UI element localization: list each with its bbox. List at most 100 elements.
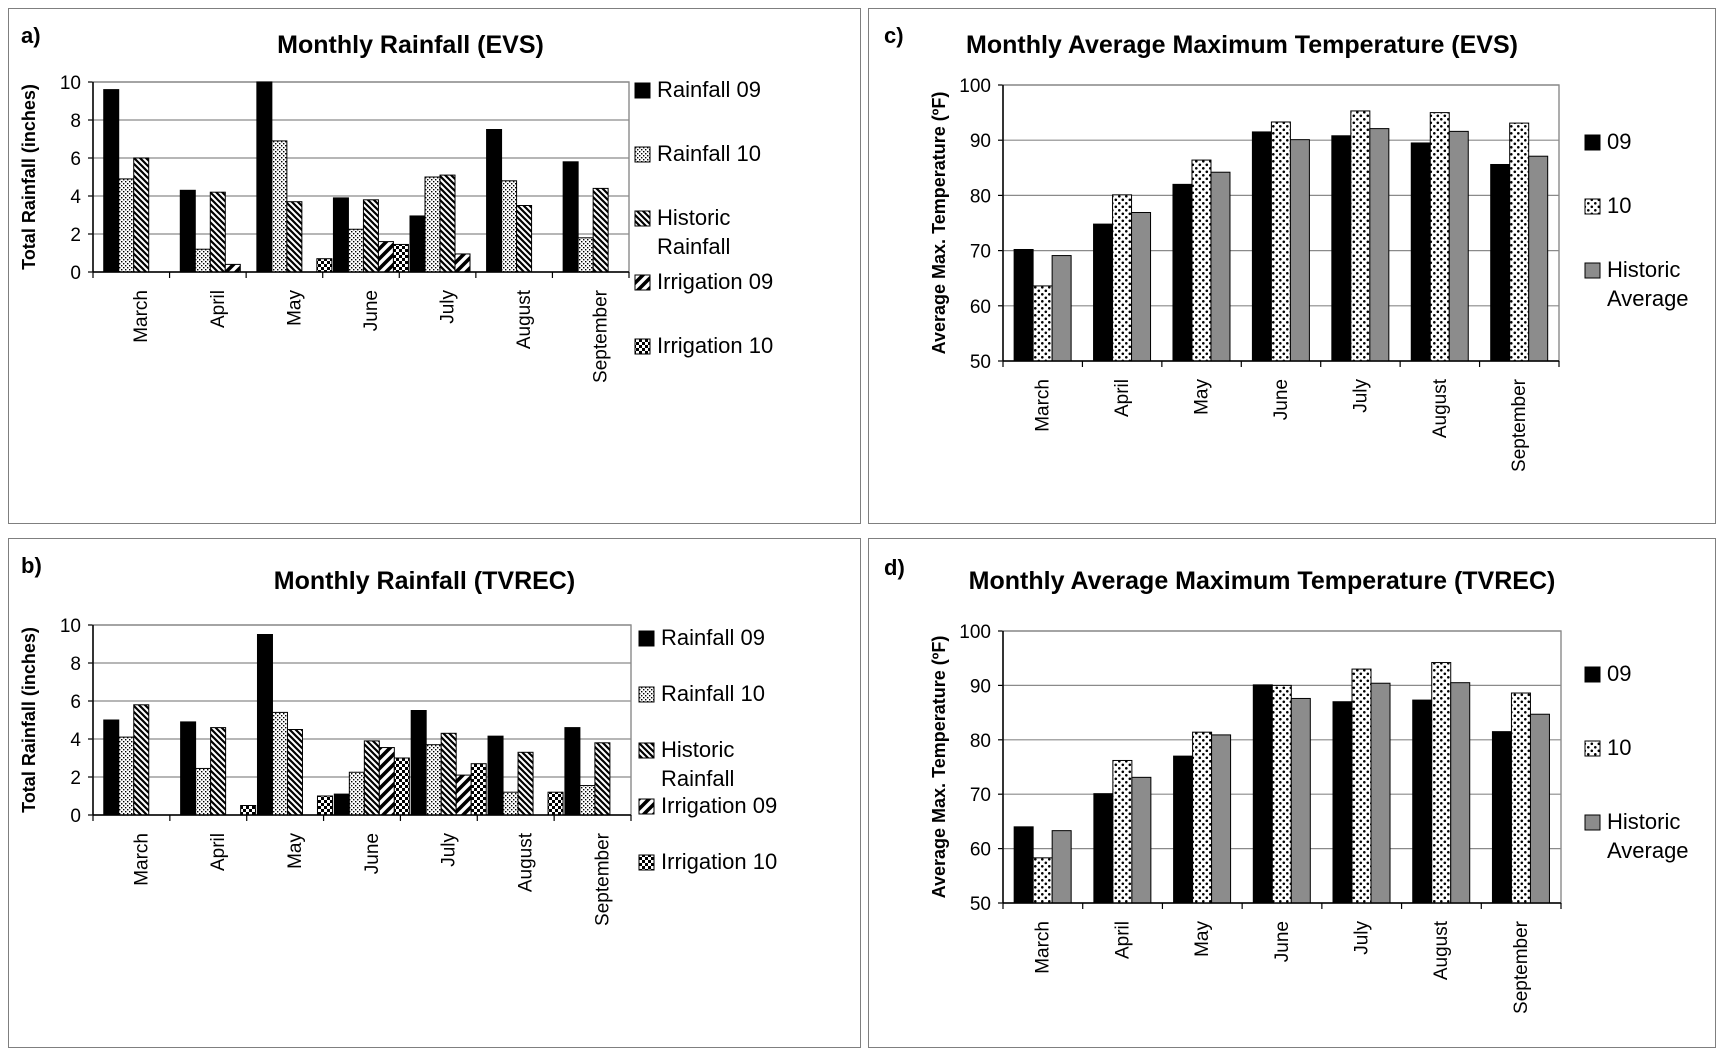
bar-historic-rainfall-september (594, 742, 611, 816)
bar-historic-rainfall-may (286, 201, 303, 273)
legend-label: 09 (1607, 129, 1631, 154)
y-tick-label: 10 (60, 73, 81, 94)
x-tick-label: April (208, 290, 229, 328)
legend-item-rainfall-09: Rainfall 09 (634, 77, 761, 102)
panel-temperature-evs: c) Monthly Average Maximum Temperature (… (868, 8, 1716, 524)
bar-09-august (1410, 142, 1431, 362)
x-tick-label: August (516, 832, 537, 892)
x-tick-label: April (1112, 379, 1133, 417)
y-tick-label: 50 (970, 352, 991, 373)
bar-rainfall-10-may (271, 140, 288, 273)
bar-historic-rainfall-august (516, 205, 533, 273)
legend-item-10: 10 (1584, 193, 1631, 218)
bar-historic-average-august (1450, 682, 1471, 904)
legend-label: Irrigation 09 (657, 269, 773, 294)
legend-swatch (638, 854, 655, 871)
y-axis-label: Average Max. Temperature (ºF) (929, 636, 949, 899)
x-tick-label: March (131, 290, 152, 343)
legend-label: Rainfall 10 (661, 681, 765, 706)
bar-rainfall-09-september (562, 161, 579, 273)
legend-swatch (1584, 198, 1601, 215)
legend-item-rainfall-10: Rainfall 10 (638, 681, 765, 706)
y-tick-label: 6 (70, 692, 81, 713)
bar-historic-average-may (1210, 171, 1231, 362)
bar-irrigation-09-june (377, 241, 394, 273)
bar-historic-average-september (1528, 155, 1549, 362)
bar-09-july (1332, 701, 1353, 904)
bar-10-april (1112, 759, 1133, 904)
panel-letter: b) (21, 553, 42, 578)
bar-rainfall-09-june (332, 197, 349, 273)
y-tick-label: 80 (970, 731, 991, 752)
bar-irrigation-10-june (393, 757, 410, 816)
bar-historic-rainfall-june (363, 740, 380, 816)
bar-rainfall-10-july (424, 176, 441, 273)
bar-historic-rainfall-june (362, 199, 379, 273)
legend-swatch (634, 274, 651, 291)
legend-label: Irrigation 09 (661, 793, 777, 818)
legend-swatch (1584, 262, 1601, 279)
legend-item-irrigation-10: Irrigation 10 (634, 333, 773, 358)
bar-10-september (1509, 122, 1530, 362)
chart-canvas: 50 60 70 80 90 100 March April May June July August… (929, 76, 1689, 472)
chart-title: Monthly Rainfall (EVS) (277, 31, 544, 59)
bar-rainfall-10-may (271, 711, 288, 816)
legend-label: 10 (1607, 735, 1631, 760)
legend-swatch (638, 742, 655, 759)
bar-rainfall-10-april (194, 248, 211, 273)
chart-canvas: 0 2 4 6 8 10 March April May June July August Septem… (19, 73, 773, 383)
legend-item-09: 09 (1584, 661, 1631, 686)
bar-09-september (1490, 163, 1511, 362)
legend-item-09: 09 (1584, 129, 1631, 154)
bar-historic-average-april (1131, 212, 1152, 362)
x-tick-label: August (514, 289, 535, 349)
x-tick-label: April (1112, 921, 1133, 959)
bar-rainfall-10-april (195, 767, 212, 816)
bar-rainfall-10-march (118, 178, 135, 273)
y-tick-label: 2 (70, 768, 81, 789)
bar-10-august (1431, 662, 1452, 904)
x-tick-label: June (1272, 921, 1293, 962)
bar-rainfall-09-march (103, 719, 120, 816)
x-tick-label: July (438, 290, 459, 324)
x-tick-label: September (1509, 378, 1530, 472)
bar-rainfall-09-april (180, 721, 197, 816)
legend-item-historic-rainfall: Historic Rainfall (638, 737, 734, 791)
bar-historic-average-september (1529, 713, 1550, 904)
y-tick-label: 2 (70, 225, 81, 246)
bar-irrigation-09-april (224, 263, 241, 273)
bar-historic-average-june (1290, 697, 1311, 904)
legend-swatch (638, 686, 655, 703)
y-tick-label: 100 (959, 76, 991, 97)
bar-10-march (1032, 285, 1053, 362)
bar-irrigation-10-july (470, 763, 487, 816)
bar-09-july (1331, 135, 1352, 362)
x-tick-label: July (439, 833, 460, 867)
bar-rainfall-09-march (103, 89, 120, 273)
x-tick-label: August (1431, 920, 1452, 980)
x-tick-label: March (1033, 379, 1054, 432)
bar-10-april (1112, 194, 1133, 362)
legend-item-rainfall-09: Rainfall 09 (638, 625, 765, 650)
bar-09-march (1013, 248, 1034, 362)
panel-letter: a) (21, 23, 41, 48)
legend-item-irrigation-09: Irrigation 09 (638, 793, 777, 818)
bar-historic-rainfall-march (133, 157, 150, 273)
bar-09-april (1093, 223, 1114, 362)
chart-title: Monthly Average Maximum Temperature (EVS… (966, 31, 1518, 59)
y-tick-label: 50 (970, 894, 991, 915)
bar-historic-rainfall-september (592, 187, 609, 273)
panel-temperature-tvrec: d) Monthly Average Maximum Temperature (… (868, 538, 1716, 1048)
y-tick-label: 4 (70, 187, 81, 208)
bar-09-april (1093, 793, 1114, 904)
bar-historic-rainfall-august (517, 751, 534, 816)
bar-irrigation-09-july (455, 774, 472, 816)
panel-rainfall-tvrec: b) Monthly Rainfall (TVREC) 0 2 4 6 8 10 March… (8, 538, 861, 1048)
x-tick-label: July (1352, 921, 1373, 955)
bar-irrigation-10-april (240, 805, 257, 816)
bar-rainfall-09-may (256, 81, 273, 273)
bar-irrigation-10-may (316, 258, 333, 273)
legend-label: 10 (1607, 193, 1631, 218)
x-tick-label: May (1191, 379, 1212, 415)
bar-historic-average-july (1370, 682, 1391, 904)
